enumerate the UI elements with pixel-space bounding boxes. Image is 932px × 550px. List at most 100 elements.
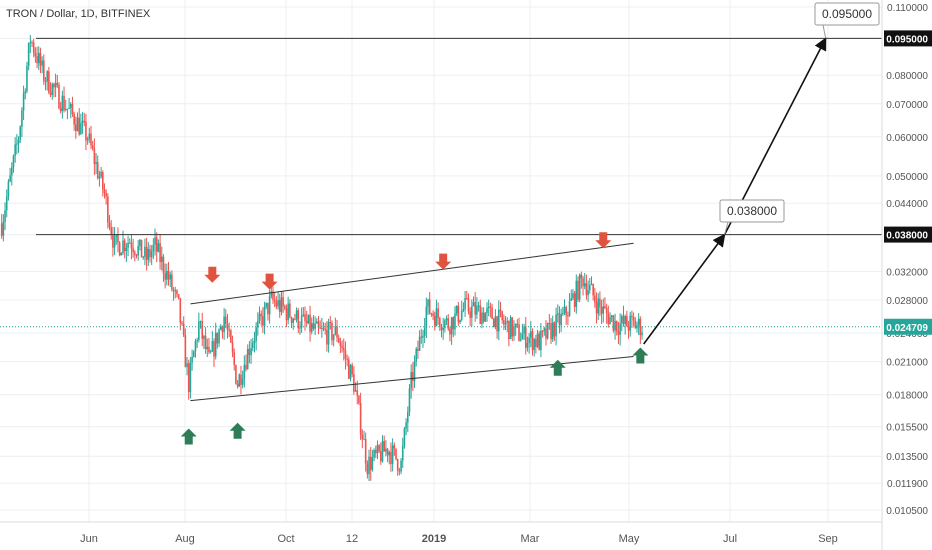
candle-body (187, 363, 190, 392)
candle-body (196, 339, 198, 342)
candle (194, 338, 197, 358)
candle-body (115, 234, 118, 237)
last-price-tag: 0.024709 (886, 323, 928, 334)
candle-body (27, 43, 30, 67)
candle (80, 113, 82, 135)
candle-body (364, 439, 367, 464)
candle (307, 314, 310, 325)
candle (81, 111, 84, 134)
candle (339, 337, 342, 353)
candle-body (299, 327, 301, 329)
candle-body (245, 364, 247, 370)
candle (91, 140, 94, 151)
candle (423, 317, 426, 344)
candle-body (7, 181, 10, 197)
candle-body (135, 254, 138, 256)
candle-body (189, 362, 192, 392)
candle (297, 308, 300, 334)
candle (516, 319, 519, 329)
candle-body (216, 332, 219, 344)
callout-leader (724, 221, 729, 235)
candle-body (258, 313, 261, 321)
candle-body (36, 56, 38, 64)
y-tick-label: 0.110000 (887, 3, 928, 14)
candle-body (48, 71, 50, 93)
candle-body (125, 247, 128, 252)
candle-body (181, 322, 183, 324)
candle-body (501, 311, 503, 320)
candle (462, 302, 465, 313)
candle-body (312, 323, 315, 329)
candle-body (93, 148, 96, 165)
candle-body (29, 42, 32, 44)
candle (265, 302, 268, 310)
candle (216, 332, 219, 349)
candle (386, 448, 389, 463)
candle (393, 442, 396, 456)
candle (150, 245, 153, 265)
candle-body (110, 227, 113, 235)
candle-body (162, 256, 165, 274)
candle-body (526, 343, 529, 348)
candle (348, 356, 350, 380)
candle (5, 189, 8, 218)
candle-body (524, 326, 527, 348)
candle-body (334, 326, 337, 335)
candle (358, 395, 360, 406)
candle-body (477, 305, 480, 307)
candle (299, 321, 301, 335)
candle (454, 306, 456, 336)
candle-body (626, 316, 628, 327)
candle (405, 418, 407, 436)
candle (595, 292, 598, 324)
candle (258, 306, 261, 324)
candle-body (519, 339, 522, 341)
candle (115, 234, 118, 245)
candle-body (272, 291, 274, 300)
candle (294, 313, 296, 321)
candle (474, 292, 477, 322)
candle-body (26, 66, 28, 92)
candle-body (39, 53, 42, 66)
candle-body (445, 318, 448, 321)
candle (497, 300, 500, 341)
candle-body (563, 307, 566, 313)
candle (7, 178, 10, 201)
candle (208, 337, 210, 355)
y-tick-label: 0.044000 (886, 199, 928, 210)
candle (604, 297, 606, 310)
candle (327, 318, 330, 353)
candle (619, 313, 621, 346)
candle-body (605, 308, 608, 314)
candle-body (289, 303, 291, 318)
candle-body (604, 306, 606, 309)
candle (112, 226, 114, 257)
candle-body (435, 308, 438, 326)
candle-body (412, 372, 414, 381)
candle-body (610, 315, 613, 318)
candle-body (482, 312, 485, 322)
candle (83, 112, 86, 127)
candle-body (447, 318, 450, 329)
callout-0.095000: 0.095000 (814, 2, 880, 39)
candle (304, 306, 306, 331)
candle-body (147, 248, 150, 260)
candle-body (285, 308, 288, 321)
candle (546, 322, 549, 340)
candle (514, 323, 517, 336)
candle-body (51, 84, 54, 95)
candle-body (159, 243, 161, 262)
candle-body (54, 82, 57, 88)
candle-body (476, 305, 478, 315)
candle (617, 321, 620, 345)
candle (513, 320, 515, 341)
y-tick-label: 0.080000 (886, 71, 928, 82)
candle (184, 328, 187, 368)
candle-body (46, 71, 48, 82)
candle (482, 307, 485, 324)
candle-body (221, 326, 224, 332)
candle (135, 253, 138, 259)
candle (248, 341, 251, 364)
candle-body (514, 323, 517, 327)
